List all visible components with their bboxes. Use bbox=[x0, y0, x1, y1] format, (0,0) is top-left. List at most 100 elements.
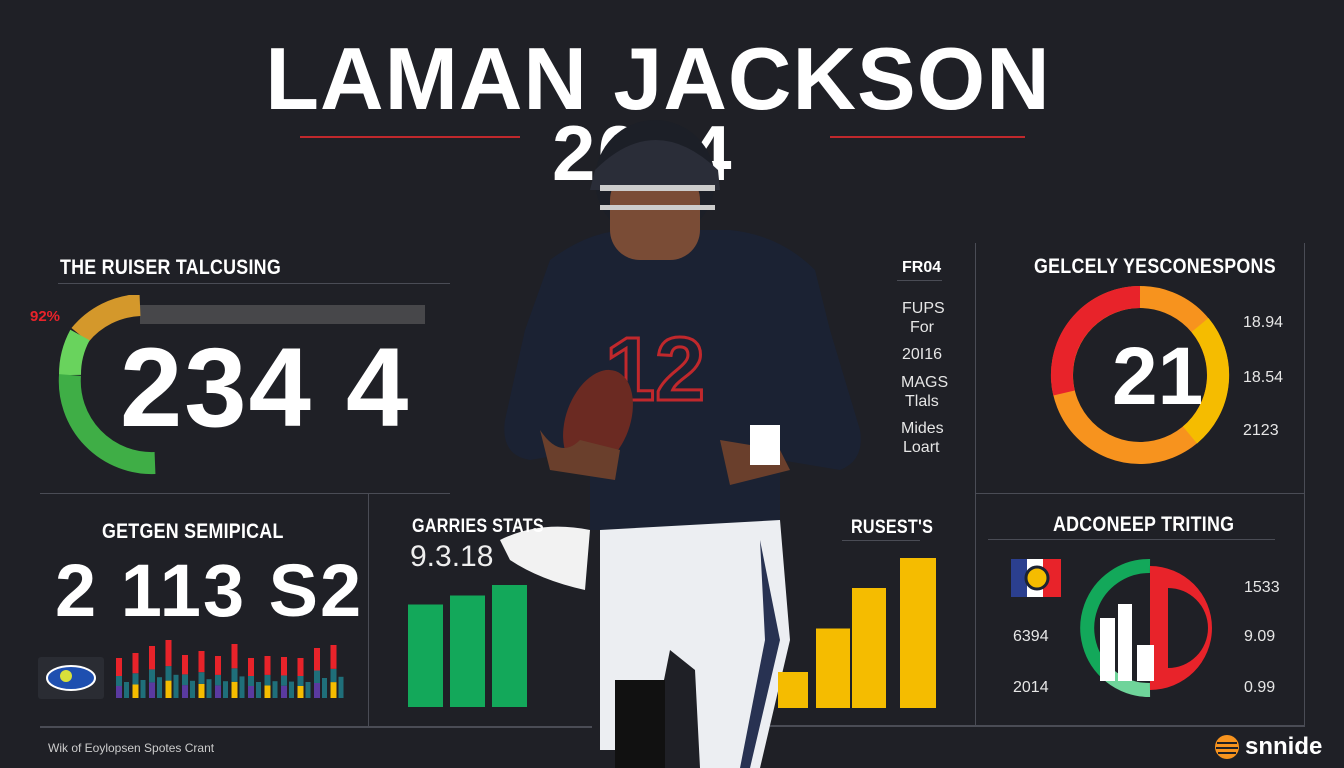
carries-bar bbox=[450, 595, 485, 707]
multicolor-bar-segment bbox=[182, 655, 188, 675]
multicolor-bar-segment bbox=[239, 676, 245, 698]
multicolor-bar-segment bbox=[165, 666, 172, 681]
multicolor-bar-segment bbox=[182, 674, 188, 686]
multicolor-bar-segment bbox=[264, 685, 271, 698]
footer-caption: Wik of Eoylopsen Spotes Crant bbox=[48, 741, 215, 755]
multicolor-bar-segment bbox=[330, 668, 337, 683]
carries-bar bbox=[408, 604, 443, 707]
stat-value: 18.54 bbox=[1243, 369, 1284, 386]
rushes-bar bbox=[778, 672, 808, 708]
divider bbox=[368, 493, 369, 726]
multicolor-bar-segment bbox=[182, 685, 188, 698]
carries-value: 9.3.18 bbox=[410, 540, 494, 573]
stat-value: 6394 bbox=[1013, 628, 1049, 645]
rushes-heading: RUSEST'S bbox=[851, 517, 934, 538]
stat-value: 2123 bbox=[1243, 422, 1279, 439]
side-label: MAGS bbox=[901, 374, 949, 391]
stat-value: 1533 bbox=[1244, 579, 1280, 596]
side-label: For bbox=[910, 319, 934, 336]
multicolor-bar-segment bbox=[132, 684, 139, 698]
multicolor-bar-segment bbox=[215, 656, 221, 675]
divider bbox=[770, 725, 1305, 727]
team-logo bbox=[38, 657, 104, 699]
side-label: FUPS bbox=[902, 300, 945, 317]
page-title: LAMAN JACKSON bbox=[265, 29, 1051, 128]
big-stat-number: 234 4 bbox=[120, 325, 411, 450]
multicolor-bar-segment bbox=[314, 683, 320, 698]
multicolor-bar-segment bbox=[272, 681, 278, 698]
multicolor-bar-segment bbox=[322, 678, 327, 698]
side-label: 20I16 bbox=[902, 346, 943, 363]
multicolor-bar-segment bbox=[116, 676, 122, 686]
carries-bar bbox=[492, 585, 527, 707]
multicolor-bar-segment bbox=[116, 686, 122, 698]
progress-bar-track bbox=[140, 305, 425, 324]
multicolor-bar-segment bbox=[215, 685, 221, 698]
multicolor-bar-segment bbox=[190, 680, 195, 698]
stat-value: 9.09 bbox=[1244, 628, 1276, 645]
stat-value: 2014 bbox=[1013, 679, 1049, 696]
side-label: Tlals bbox=[905, 393, 939, 410]
ring-bar-chart bbox=[1080, 558, 1212, 698]
side-heading: FR04 bbox=[902, 259, 942, 276]
heading-underline bbox=[58, 283, 450, 284]
divider bbox=[897, 280, 942, 281]
donut-center-value: 21 bbox=[1112, 331, 1204, 422]
multicolor-bar-segment bbox=[132, 653, 139, 674]
side-label: Mides bbox=[901, 420, 944, 437]
multicolor-bar-segment bbox=[305, 682, 311, 698]
multicolor-bar-segment bbox=[256, 682, 261, 698]
carries-heading: GARRIES STATS bbox=[412, 516, 544, 537]
multicolor-bar-segment bbox=[231, 644, 238, 669]
multicolor-bar-segment bbox=[173, 674, 179, 698]
brand-logo-icon bbox=[1215, 735, 1239, 759]
multicolor-bar-segment bbox=[206, 679, 212, 698]
team-flag-icon bbox=[1011, 559, 1061, 597]
multicolor-bar-segment bbox=[281, 657, 287, 676]
divider bbox=[975, 493, 1305, 494]
multicolor-bar-segment bbox=[264, 674, 271, 686]
title-divider-left bbox=[300, 136, 520, 138]
semifinal-heading: GETGEN SEMIPICAL bbox=[102, 520, 284, 543]
rushes-bar bbox=[816, 628, 850, 708]
brand-name: snnide bbox=[1245, 733, 1323, 760]
carries-bar-chart bbox=[408, 585, 527, 707]
multicolor-bar-segment bbox=[338, 676, 344, 698]
multicolor-bar-segment bbox=[132, 673, 139, 685]
multicolor-bar-segment bbox=[297, 686, 304, 698]
stat-value: 0.99 bbox=[1244, 679, 1276, 696]
donut-chart bbox=[1050, 285, 1230, 464]
multicolor-bar-segment bbox=[264, 656, 271, 675]
multicolor-bar-segment bbox=[248, 686, 254, 698]
stat-value: 18.94 bbox=[1243, 314, 1284, 331]
multicolor-bar-segment bbox=[314, 648, 320, 671]
gauge-arc bbox=[58, 295, 156, 475]
multicolor-bar-segment bbox=[198, 683, 205, 698]
multicolor-bar-segment bbox=[116, 658, 122, 676]
multicolor-bar-segment bbox=[314, 670, 320, 683]
top-right-heading: GELCELY YESCONESPONS bbox=[1034, 255, 1276, 278]
rushes-bar-chart bbox=[778, 558, 936, 708]
side-label: Loart bbox=[903, 439, 940, 456]
multicolor-bar-segment bbox=[165, 680, 172, 698]
multicolor-bar-segment bbox=[198, 651, 205, 673]
rushing-heading: THE RUISER TALCUSING bbox=[60, 256, 281, 279]
multicolor-bar-segment bbox=[248, 658, 254, 676]
multicolor-bar-segment bbox=[297, 658, 304, 676]
multicolor-bar-segment bbox=[198, 672, 205, 684]
multicolor-bar-segment bbox=[281, 675, 287, 686]
bottom-right-heading: ADCONEEP TRITING bbox=[1053, 513, 1235, 536]
rushes-bar bbox=[900, 558, 936, 708]
multicolor-bar-segment bbox=[165, 640, 172, 667]
semifinal-numbers: 2 113 S2 bbox=[55, 549, 364, 632]
multicolor-bar-segment bbox=[281, 685, 287, 698]
multicolor-bar-segment bbox=[157, 677, 162, 698]
multicolor-bar-segment bbox=[149, 669, 155, 683]
divider bbox=[40, 726, 592, 728]
multicolor-bar-segment bbox=[289, 681, 294, 698]
multicolor-bar-segment bbox=[231, 681, 238, 698]
multicolor-bar-segment bbox=[140, 680, 146, 698]
divider bbox=[975, 243, 976, 725]
divider bbox=[1304, 243, 1305, 725]
multicolor-bar-segment bbox=[248, 676, 254, 686]
